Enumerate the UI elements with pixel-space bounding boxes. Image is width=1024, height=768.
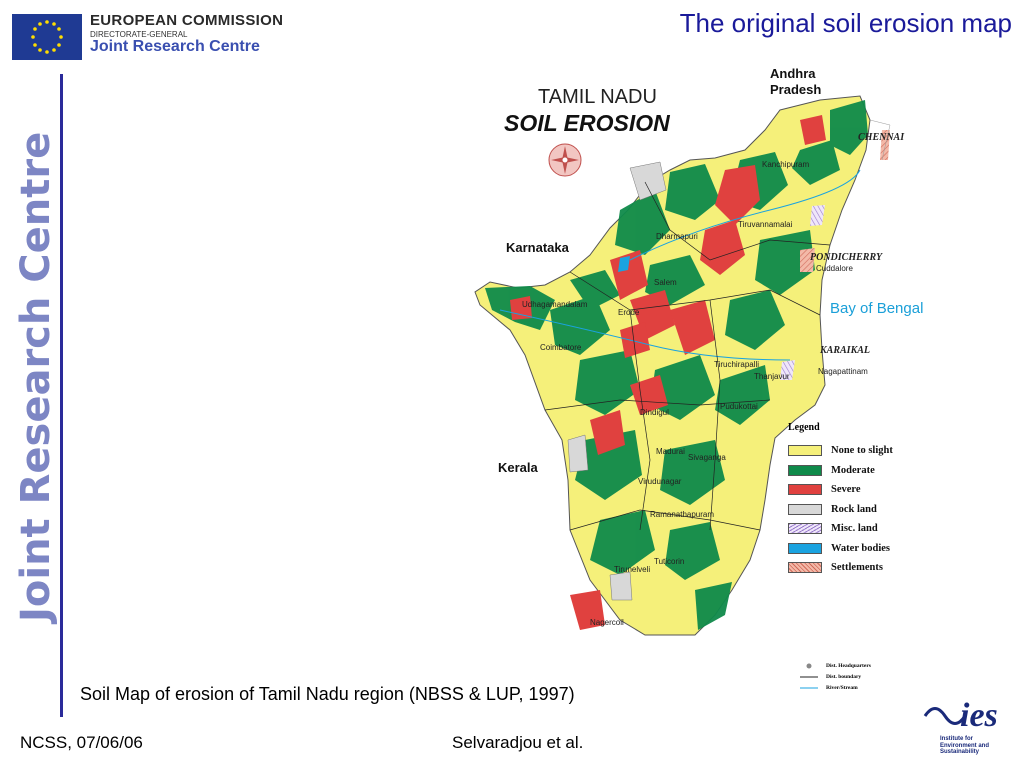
sublegend-label: River/Stream [826,684,858,691]
slide-title: The original soil erosion map [679,8,1012,38]
river-line-icon [800,686,818,690]
region-karaikal: KARAIKAL [820,345,871,356]
sublegend-label: Dist. Headquarters [826,662,871,669]
legend-item: Moderate [788,461,918,481]
place-kanchipuram: Kanchipuram [762,160,810,169]
place-tuticorin: Tuticorin [654,557,685,566]
region-kerala: Kerala [498,460,538,475]
place-thanjavur: Thanjavur [754,372,790,381]
legend-item: Settlements [788,558,918,578]
sidebar-divider [60,74,63,717]
place-sivaganga: Sivaganga [688,453,726,462]
place-dharmapuri: Dharmapuri [656,232,698,241]
figure-caption: Soil Map of erosion of Tamil Nadu region… [80,684,575,704]
ies-caption-line: Environment and [940,742,990,749]
legend-label: None to slight [831,445,893,457]
sidebar-brand: Joint Research Centre [13,131,59,622]
ies-caption: Institute for Environment and Sustainabi… [940,736,989,756]
legend-label: Misc. land [831,523,878,535]
legend-swatch [788,464,822,476]
place-salem: Salem [654,278,677,287]
eu-flag-icon [12,14,82,60]
place-nagapattinam: Nagapattinam [818,367,868,376]
legend-item: None to slight [788,441,918,461]
region-bay-of-bengal: Bay of Bengal [830,300,924,317]
tamil-nadu-map-graphic [474,95,891,636]
org-directorate: DIRECTORATE-GENERAL [90,30,188,39]
legend-swatch [788,503,822,515]
place-virudunagar: Virudunagar [638,477,682,486]
place-tiruvannamalai: Tiruvannamalai [738,220,793,229]
sublegend-row-river: River/Stream [800,682,900,693]
footer-authors: Selvaradjou et al. [452,733,584,752]
ies-logo: ies Institute for Environment and Sustai… [920,696,1014,760]
legend-swatch [788,523,822,535]
org-title: EUROPEAN COMMISSION [90,12,284,29]
place-dindigul: Dindigul [640,408,669,417]
european-commission-logo: EUROPEAN COMMISSION DIRECTORATE-GENERAL … [12,12,284,64]
region-chennai: CHENNAI [858,132,905,143]
legend-label: Moderate [831,464,875,476]
soil-erosion-map: TAMIL NADU SOIL EROSION Andhra Pradesh K… [470,60,940,660]
legend-title: Legend [788,422,820,433]
dot-icon [800,662,818,670]
region-pradesh: Pradesh [770,82,822,97]
legend-item: Rock land [788,500,918,520]
place-coimbatore: Coimbatore [540,343,582,352]
legend-swatch [788,542,822,554]
map-title: TAMIL NADU [538,86,657,108]
place-pudukottai: Pudukottai [720,402,758,411]
sublegend-row-boundary: Dist. boundary [800,671,900,682]
place-madurai: Madurai [656,447,685,456]
ies-wave-icon: ies [923,697,998,734]
region-karnataka: Karnataka [506,240,569,255]
region-pondicherry: PONDICHERRY [810,252,883,263]
map-subtitle: SOIL EROSION [504,110,670,136]
ies-caption-line: Sustainability [940,749,980,755]
legend-label: Water bodies [831,542,891,554]
legend-label: Rock land [831,503,877,515]
sublegend-row-hq: Dist. Headquarters [800,660,900,671]
org-jrc: Joint Research Centre [90,38,260,55]
legend-swatch [788,484,822,496]
legend-swatch [788,445,822,457]
legend-item: Misc. land [788,519,918,539]
map-sublegend: Dist. Headquarters Dist. boundary River/… [800,660,900,693]
legend-item: Severe [788,480,918,500]
legend-label: Settlements [831,562,883,574]
place-cuddalore: Cuddalore [816,264,853,273]
legend-item: Water bodies [788,539,918,559]
place-tiruchirapalli: Tiruchirapalli [714,360,760,369]
place-tirunelveli: Tirunelveli [614,565,651,574]
sublegend-label: Dist. boundary [826,673,862,680]
footer-event-date: NCSS, 07/06/06 [20,733,143,752]
ies-caption-line: Institute for [940,736,973,742]
legend-label: Severe [831,484,861,496]
region-andhra: Andhra [770,66,816,81]
map-legend: Legend None to slight Moderate Severe Rock … [788,422,918,578]
place-nagercoil: Nagercoil [590,618,624,627]
line-icon [800,675,818,679]
place-udhagamandalam: Udhagamandalam [522,300,588,309]
compass-rose-icon [548,143,582,177]
ies-wordmark: ies [960,697,998,734]
place-ramanathapuram: Ramanathapuram [650,510,715,519]
legend-swatch [788,562,822,574]
place-erode: Erode [618,308,640,317]
